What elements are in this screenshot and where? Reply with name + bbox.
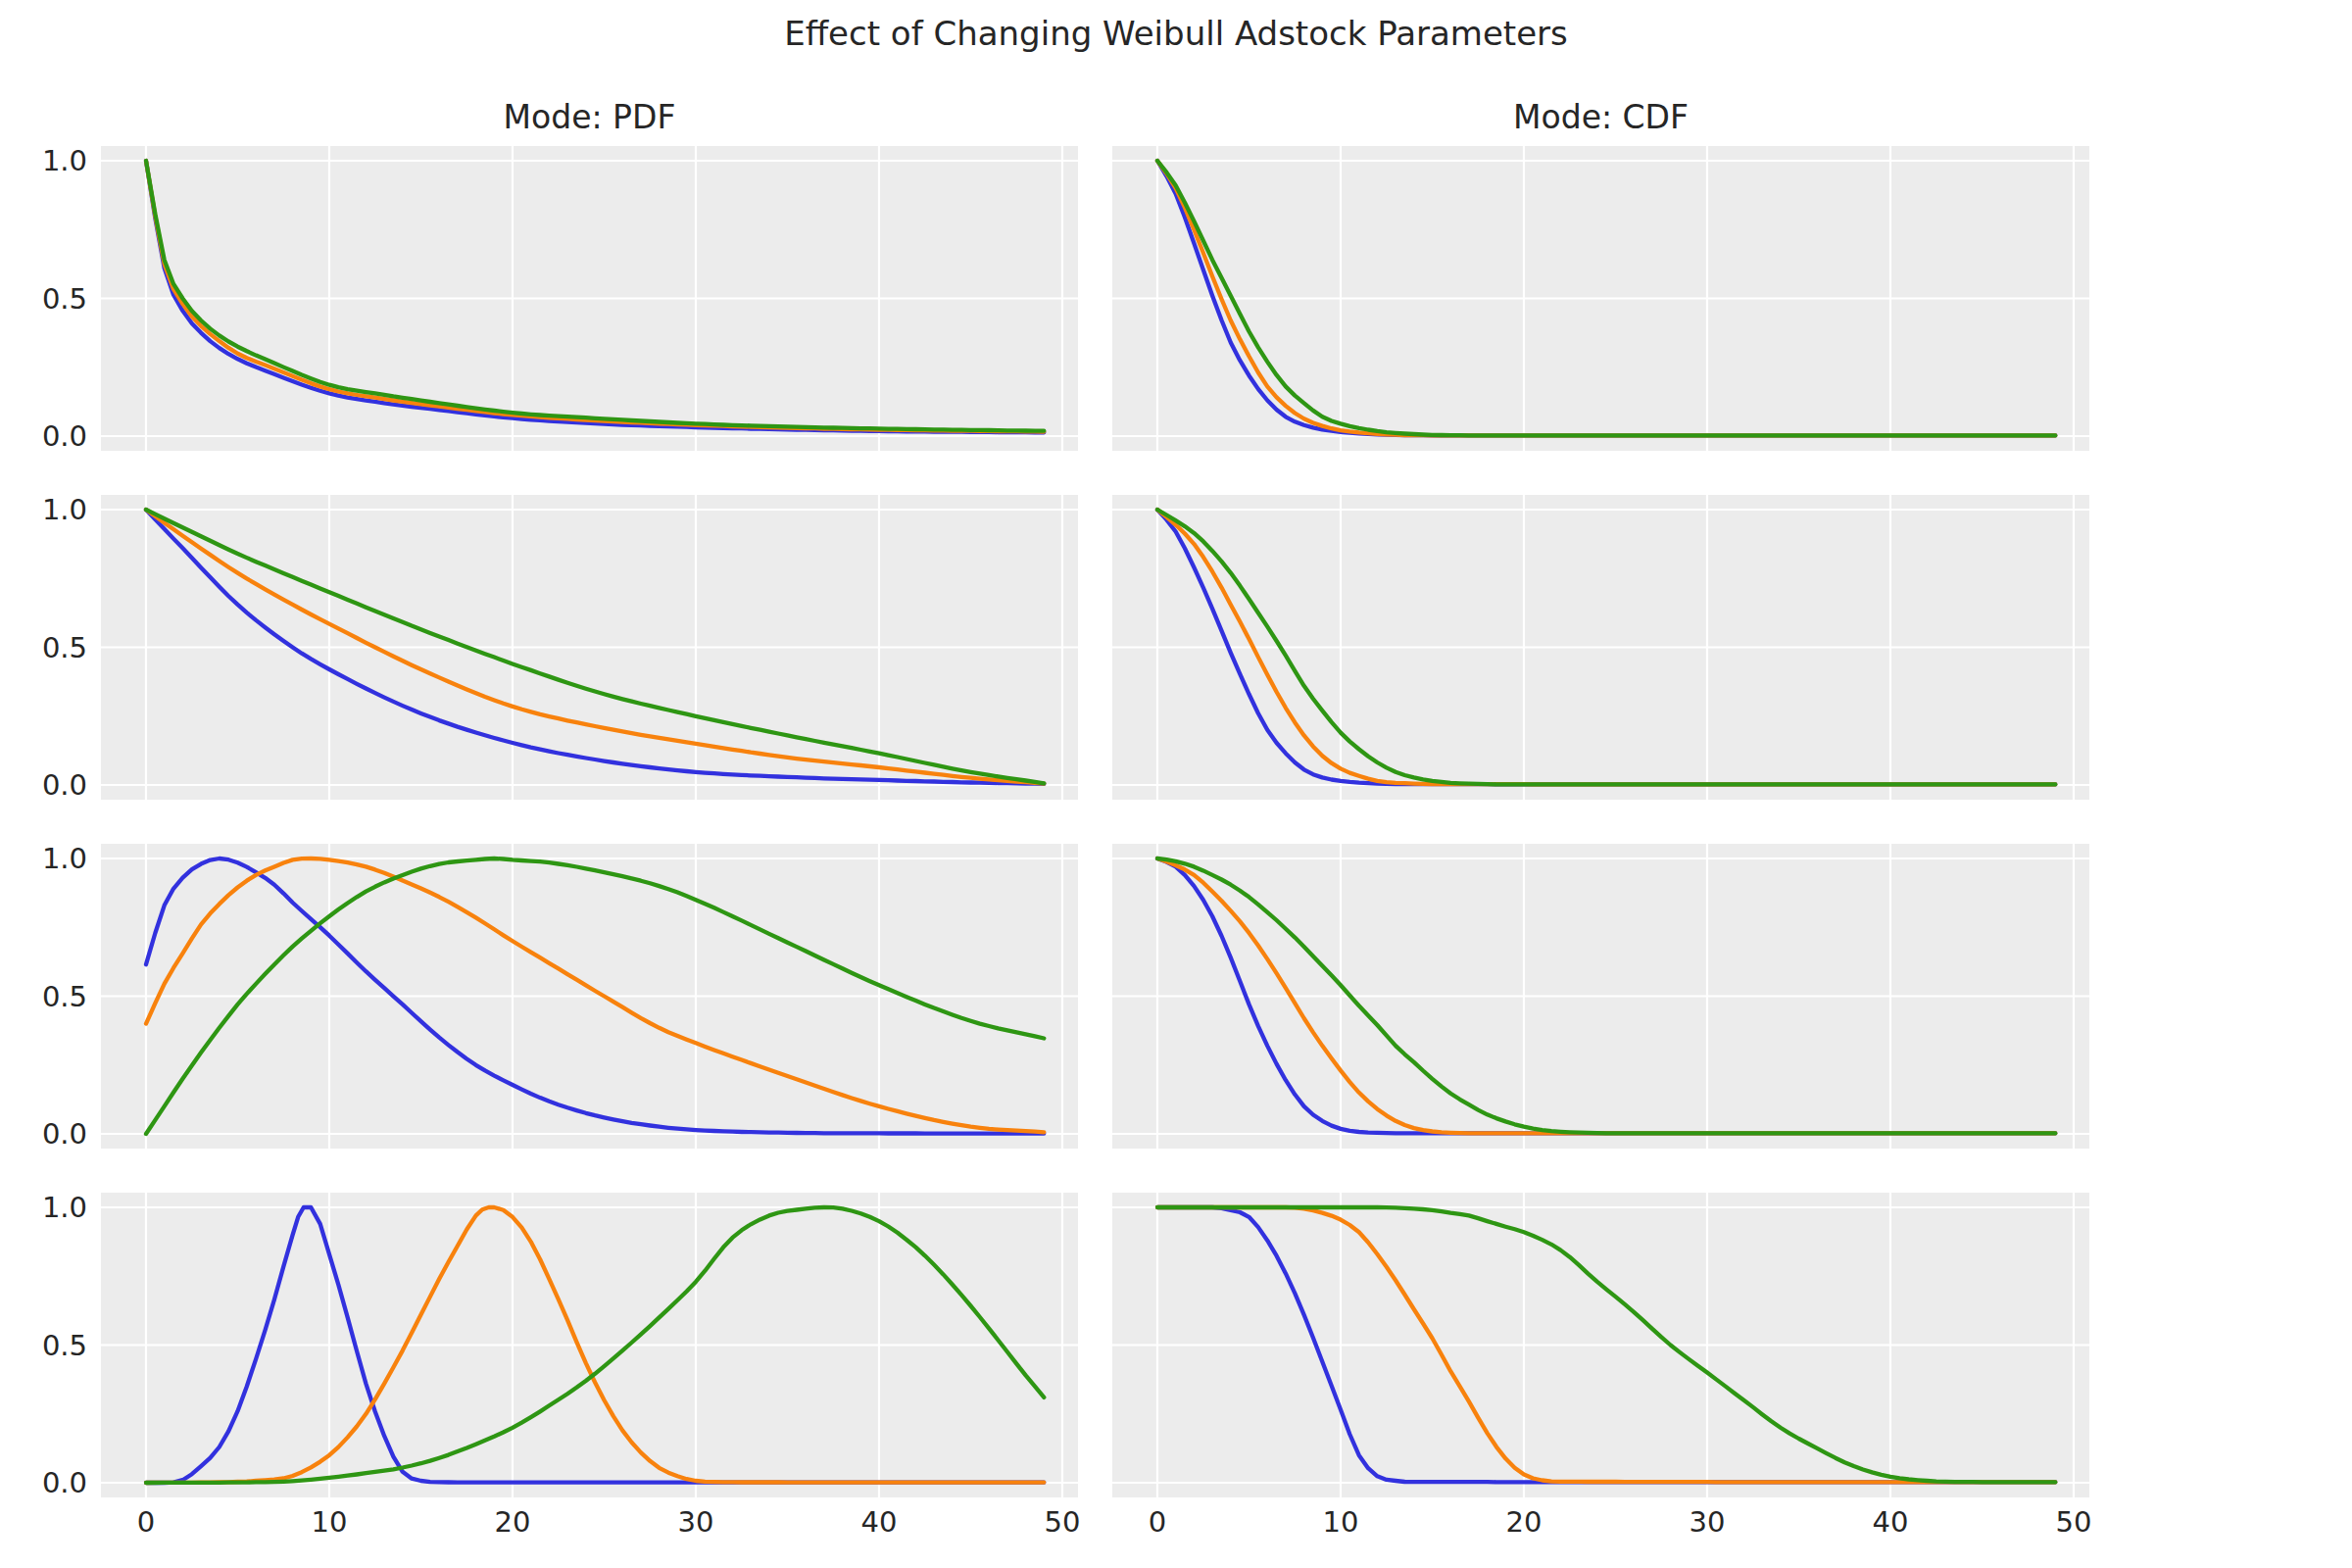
x-tick-label: 50	[1023, 1507, 1102, 1537]
x-tick-label: 40	[840, 1507, 918, 1537]
y-tick-label: 0.0	[19, 770, 87, 800]
y-tick-label: 1.0	[19, 1193, 87, 1222]
subplot-row1-pdf	[101, 146, 1078, 451]
x-tick-label: 30	[657, 1507, 735, 1537]
subplot-column-title-pdf: Mode: PDF	[101, 98, 1078, 139]
y-tick-label: 0.0	[19, 421, 87, 451]
x-tick-label: 0	[1118, 1507, 1197, 1537]
x-tick-label: 20	[1485, 1507, 1563, 1537]
subplot-row4-pdf	[101, 1193, 1078, 1497]
y-tick-label: 1.0	[19, 844, 87, 873]
y-tick-label: 0.0	[19, 1468, 87, 1497]
subplot-row3-pdf	[101, 844, 1078, 1149]
subplot-row2-cdf	[1112, 495, 2089, 800]
y-tick-label: 0.5	[19, 284, 87, 314]
x-tick-label: 20	[473, 1507, 552, 1537]
y-tick-label: 0.0	[19, 1119, 87, 1149]
x-tick-label: 0	[107, 1507, 185, 1537]
subplot-column-title-cdf: Mode: CDF	[1112, 98, 2089, 139]
y-tick-label: 1.0	[19, 495, 87, 524]
y-tick-label: 1.0	[19, 146, 87, 175]
subplot-row4-cdf	[1112, 1193, 2089, 1497]
y-tick-label: 0.5	[19, 982, 87, 1011]
x-tick-label: 10	[290, 1507, 368, 1537]
subplot-row2-pdf	[101, 495, 1078, 800]
x-tick-label: 40	[1851, 1507, 1930, 1537]
x-tick-label: 50	[2034, 1507, 2113, 1537]
subplot-row1-cdf	[1112, 146, 2089, 451]
y-tick-label: 0.5	[19, 633, 87, 662]
x-tick-label: 30	[1668, 1507, 1746, 1537]
figure-canvas: Effect of Changing Weibull Adstock Param…	[0, 0, 2352, 1568]
subplot-row3-cdf	[1112, 844, 2089, 1149]
x-tick-label: 10	[1301, 1507, 1380, 1537]
figure-title: Effect of Changing Weibull Adstock Param…	[0, 14, 2352, 53]
y-tick-label: 0.5	[19, 1331, 87, 1360]
